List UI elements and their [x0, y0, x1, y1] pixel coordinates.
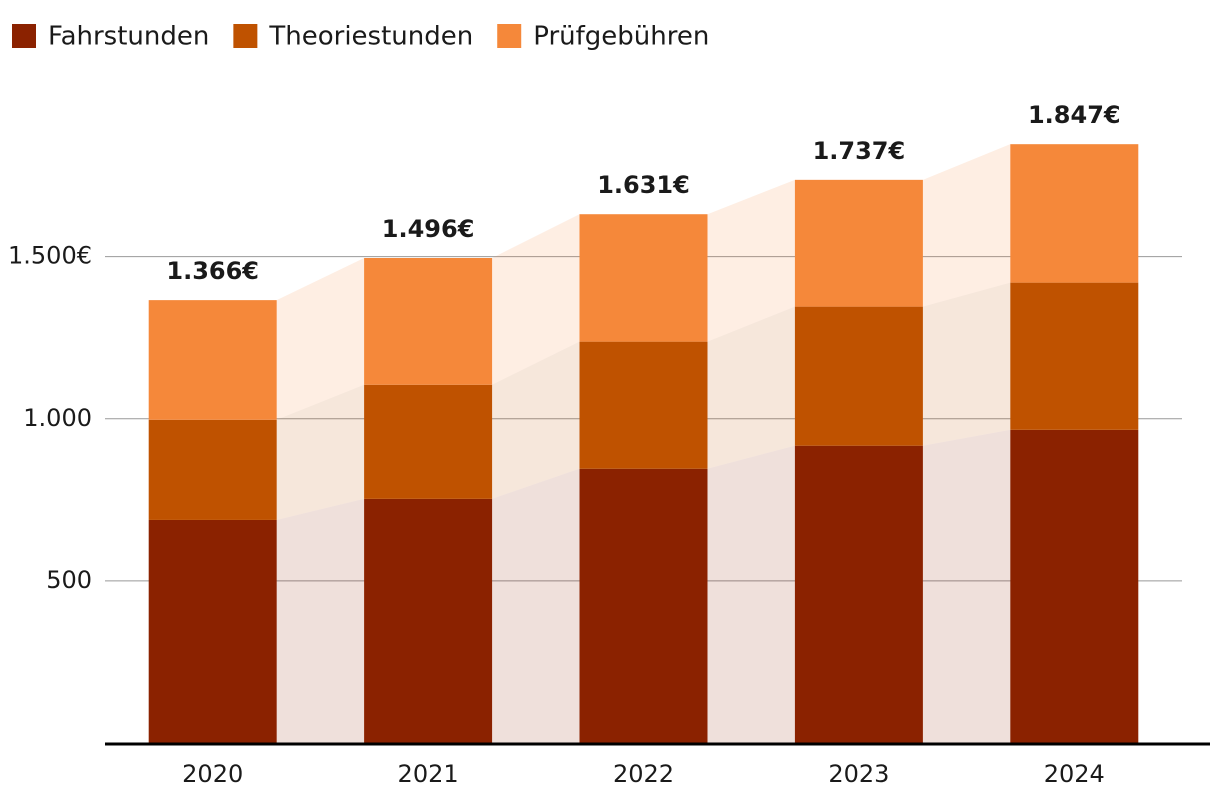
- total-label: 1.366€: [166, 257, 259, 285]
- y-tick-label: 500: [46, 566, 92, 594]
- total-label: 1.847€: [1028, 101, 1121, 129]
- total-label: 1.737€: [813, 137, 906, 165]
- bar-segment: [148, 300, 277, 420]
- bar-segment: [794, 445, 923, 743]
- bar-segment: [1010, 282, 1139, 430]
- legend-label: Theoriestunden: [268, 22, 473, 52]
- bar-segment: [794, 179, 923, 307]
- connector-area: [707, 445, 795, 743]
- legend-swatch: [497, 24, 522, 48]
- connector-area: [922, 144, 1011, 307]
- connector-area: [492, 468, 580, 743]
- connector-area: [707, 179, 795, 342]
- x-tick-label: 2024: [1044, 760, 1105, 788]
- connector-area: [707, 306, 795, 469]
- legend-label: Prüfgebühren: [533, 22, 709, 52]
- total-label: 1.496€: [382, 215, 475, 243]
- x-tick-label: 2023: [828, 760, 889, 788]
- connector-area: [276, 498, 365, 743]
- x-tick-label: 2021: [398, 760, 459, 788]
- y-tick-label: 1.500€: [8, 242, 92, 270]
- bar-segment: [364, 257, 493, 385]
- connector-area: [922, 429, 1011, 743]
- legend-swatch: [12, 24, 36, 48]
- connector-area: [922, 282, 1011, 446]
- bar-segment: [794, 306, 923, 446]
- bar-segment: [364, 498, 493, 743]
- y-tick-label: 1.000: [23, 404, 92, 432]
- x-tick-label: 2022: [613, 760, 674, 788]
- bar-segment: [1010, 144, 1139, 283]
- bar-segment: [364, 384, 493, 499]
- bar-segment: [579, 341, 708, 469]
- connector-area: [492, 214, 580, 385]
- bar-segment: [579, 468, 708, 743]
- bar-segment: [579, 214, 708, 342]
- connector-area: [276, 384, 365, 520]
- bar-segment: [148, 419, 277, 520]
- connector-area: [492, 341, 580, 499]
- connector-area: [276, 257, 365, 420]
- bar-segment: [1010, 429, 1139, 743]
- bar-segment: [148, 519, 277, 743]
- legend-swatch: [233, 24, 258, 48]
- x-tick-label: 2020: [182, 760, 243, 788]
- total-label: 1.631€: [597, 171, 690, 199]
- legend-label: Fahrstunden: [48, 22, 209, 52]
